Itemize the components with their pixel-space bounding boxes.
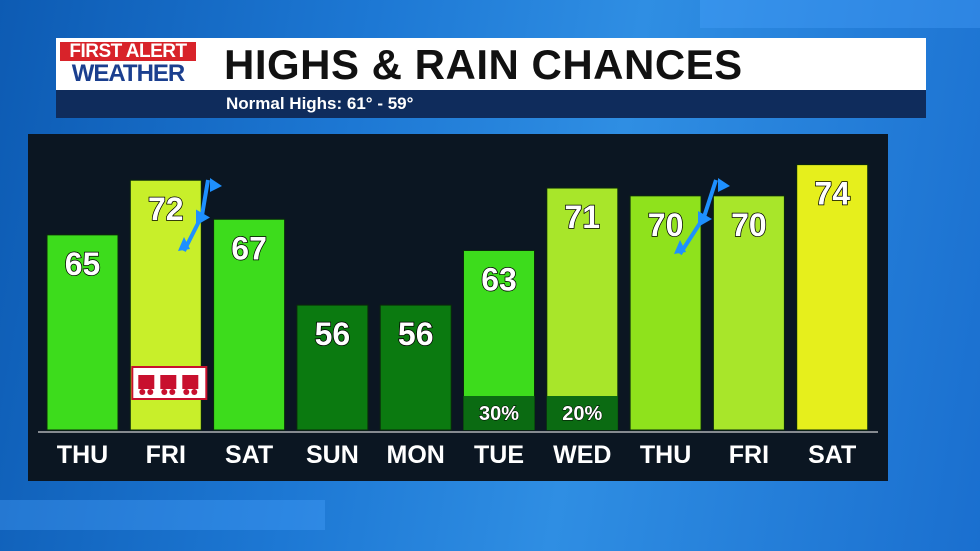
bar-value-label: 71 xyxy=(565,199,601,235)
bar-group: 70 FRI xyxy=(712,195,785,469)
bar-value-label: 72 xyxy=(148,191,184,227)
bar-value-label: 65 xyxy=(65,246,101,282)
logo-first-alert: FIRST ALERT xyxy=(60,42,196,61)
day-label: TUE xyxy=(474,441,524,469)
bar-group: 56 SUN xyxy=(296,304,369,469)
bar-group: 20% 71 WED xyxy=(546,187,619,469)
bar xyxy=(46,234,119,431)
logo-weather: WEATHER xyxy=(71,60,186,87)
bar-group: 30% 63 TUE xyxy=(463,249,535,469)
bar-group: 74 SAT xyxy=(796,164,869,469)
bar xyxy=(796,164,869,431)
rain-chance-strip xyxy=(463,396,535,430)
subtitle-bar: Normal Highs: 61° - 59° xyxy=(56,90,926,118)
day-label: THU xyxy=(640,441,691,469)
rain-chance-strip xyxy=(546,396,618,430)
bar-group: 65 THU xyxy=(46,234,119,469)
first-alert-weather-logo: FIRST ALERT WEATHER xyxy=(56,38,200,90)
page-title: HIGHS & RAIN CHANCES xyxy=(224,41,743,88)
bar-value-label: 56 xyxy=(315,316,351,352)
bar-group: 70 THU xyxy=(629,195,702,469)
cold-front-icon xyxy=(674,178,730,256)
rain-chance-label: 20% xyxy=(562,403,602,425)
bar-group: 72 FRI xyxy=(129,179,202,469)
day-label: SAT xyxy=(808,441,856,469)
bar xyxy=(712,195,785,431)
chart-panel: 65 THU 72 FRI 67 SAT 56 SUN 56 MON 30% 63 TUE 20% 71 WE… xyxy=(28,134,888,481)
background-streak xyxy=(700,0,980,28)
cold-front-icon xyxy=(178,178,222,252)
day-label: THU xyxy=(57,441,108,469)
bar-group: 67 SAT xyxy=(213,218,286,469)
bar xyxy=(379,304,452,431)
bar-value-label: 74 xyxy=(814,176,850,212)
day-label: FRI xyxy=(146,441,186,469)
day-label: FRI xyxy=(729,441,769,469)
bar-value-label: 56 xyxy=(398,316,434,352)
rain-chance-label: 30% xyxy=(479,403,519,425)
bar-value-label: 63 xyxy=(481,261,517,297)
day-label: SAT xyxy=(225,441,273,469)
toys-for-tots-logo xyxy=(131,366,208,400)
header-bar: FIRST ALERT WEATHER HIGHS & RAIN CHANCES xyxy=(56,38,926,90)
background-streak xyxy=(0,500,325,530)
normal-highs-subtitle: Normal Highs: 61° - 59° xyxy=(226,94,414,113)
highs-bar-chart: 65 THU 72 FRI 67 SAT 56 SUN 56 MON 30% 63 TUE 20% 71 WE… xyxy=(38,164,878,469)
day-label: MON xyxy=(387,441,445,469)
day-label: SUN xyxy=(306,441,359,469)
bar xyxy=(546,187,619,431)
day-label: WED xyxy=(553,441,611,469)
bar-value-label: 67 xyxy=(231,230,267,266)
bar xyxy=(296,304,369,431)
bar-group: 56 MON xyxy=(379,304,452,469)
bar-value-label: 70 xyxy=(648,207,684,243)
bar xyxy=(629,195,702,431)
bar xyxy=(213,218,286,431)
bar-value-label: 70 xyxy=(731,207,767,243)
